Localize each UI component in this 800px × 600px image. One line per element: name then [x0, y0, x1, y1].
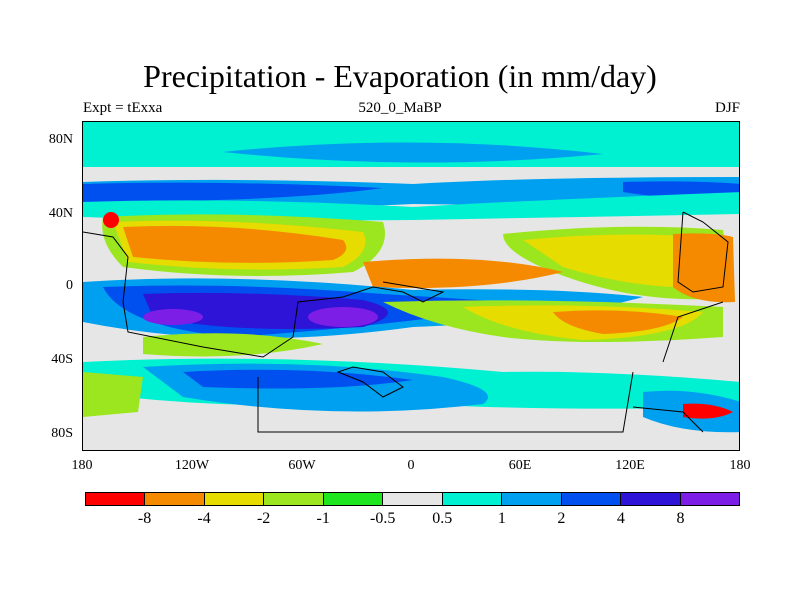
- colorbar-swatch-5: [383, 493, 443, 505]
- field-dry-orange: [123, 225, 347, 263]
- map-field: [83, 122, 739, 433]
- colorbar-swatch-6: [442, 493, 503, 505]
- time-label: 520_0_MaBP: [358, 100, 442, 116]
- colorbar-swatch-2: [204, 493, 265, 505]
- season-label: DJF: [714, 100, 740, 116]
- colorbar-swatch-7: [502, 493, 562, 505]
- x-tick-60w: 60W: [288, 458, 316, 473]
- colorbar-label-9: 8: [676, 510, 685, 527]
- x-tick-120e: 120E: [615, 458, 645, 473]
- precip-evap-map: [82, 121, 740, 451]
- experiment-label: Expt = tExxa: [83, 100, 163, 116]
- colorbar-swatch-3: [264, 493, 324, 505]
- colorbar-swatch-10: [680, 493, 739, 505]
- colorbar-label-1: -4: [197, 510, 211, 527]
- colorbar-swatch-9: [621, 493, 681, 505]
- colorbar: [85, 492, 740, 506]
- y-tick-40n: 40N: [48, 206, 73, 221]
- colorbar-label-5: 0.5: [432, 510, 453, 527]
- field-blue-arctic: [223, 142, 603, 163]
- colorbar-label-7: 2: [557, 510, 566, 527]
- colorbar-swatch-8: [561, 493, 622, 505]
- map-title: Precipitation - Evaporation (in mm/day): [143, 58, 657, 94]
- x-tick-120w: 120W: [174, 458, 210, 473]
- y-tick-0: 0: [66, 278, 73, 293]
- x-tick-0: 0: [407, 458, 415, 473]
- y-tick-80s: 80S: [51, 426, 73, 441]
- colorbar-swatch-1: [145, 493, 205, 505]
- x-tick-180e: 180: [729, 458, 751, 473]
- y-tick-40s: 40S: [51, 352, 73, 367]
- colorbar-label-6: 1: [497, 510, 506, 527]
- colorbar-label-4: -0.5: [370, 510, 396, 527]
- coastlines: [83, 211, 729, 433]
- colorbar-label-3: -1: [316, 510, 330, 527]
- colorbar-label-8: 4: [616, 510, 625, 527]
- colorbar-label-0: -8: [137, 510, 152, 527]
- colorbar-swatch-0: [86, 493, 146, 505]
- field-dry-red: [103, 212, 119, 228]
- x-tick-180w: 180: [71, 458, 93, 473]
- colorbar-swatch-4: [323, 493, 384, 505]
- x-tick-60e: 60E: [508, 458, 532, 473]
- colorbar-label-2: -2: [256, 510, 271, 527]
- y-tick-80n: 80N: [48, 132, 73, 147]
